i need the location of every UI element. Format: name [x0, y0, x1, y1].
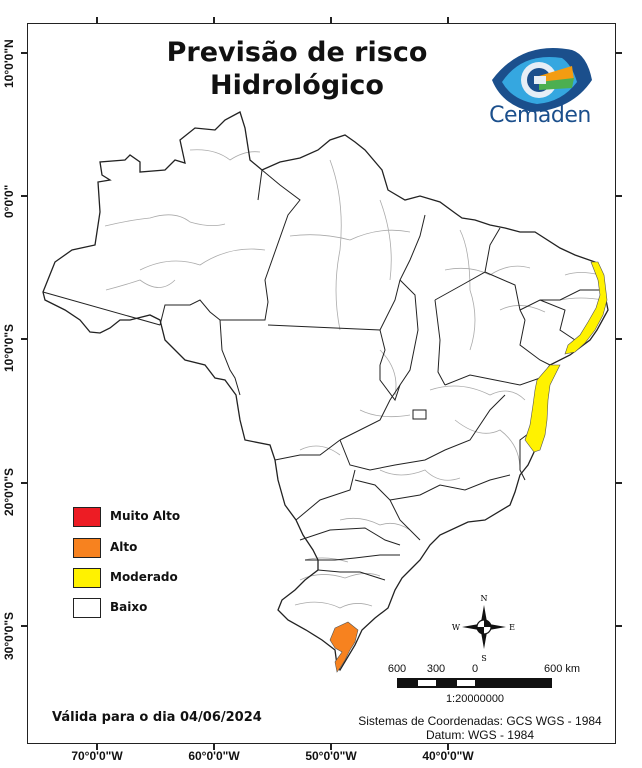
tick-right-0 — [616, 195, 622, 197]
tick-bottom-70w — [96, 744, 98, 750]
legend-swatch-muito-alto — [73, 507, 101, 527]
svg-text:S: S — [481, 654, 486, 663]
tick-right-30s — [616, 625, 622, 627]
tick-left-20s — [21, 482, 27, 484]
longitude-label-50w: 50°0'0"W — [305, 749, 357, 763]
scale-label-300: 300 — [426, 663, 446, 675]
tick-left-0 — [21, 195, 27, 197]
map-title: Previsão de risco Hidrológico — [0, 36, 594, 102]
title-line-1: Previsão de risco — [166, 37, 428, 68]
tick-left-30s — [21, 625, 27, 627]
longitude-label-40w: 40°0'0"W — [422, 749, 474, 763]
mesoregion-boundaries — [104, 149, 604, 609]
legend-swatch-baixo — [73, 598, 101, 618]
coordinate-system-line-1: Sistemas de Coordenadas: GCS WGS - 1984 — [358, 714, 602, 728]
coordinate-system-line-2: Datum: WGS - 1984 — [425, 728, 535, 742]
tick-bottom-60w — [213, 744, 215, 750]
risk-area-moderado-ne-coast — [564, 261, 608, 355]
tick-right-20s — [616, 482, 622, 484]
legend-swatch-alto — [73, 538, 101, 558]
scale-label-600-km: 600 km — [543, 663, 581, 675]
svg-text:W: W — [452, 623, 461, 632]
north-arrow-icon: N S W E — [452, 594, 515, 663]
scale-label-600-left: 600 — [387, 663, 407, 675]
risk-area-alto-rio-grande-do-sul — [329, 621, 359, 673]
legend-label: Baixo — [110, 600, 148, 614]
coordinate-system: Sistemas de Coordenadas: GCS WGS - 1984 … — [350, 714, 610, 742]
legend-label: Alto — [110, 540, 138, 554]
tick-top-60w — [213, 17, 215, 23]
legend-label: Muito Alto — [110, 509, 181, 523]
tick-top-70w — [96, 17, 98, 23]
tick-left-10s — [21, 338, 27, 340]
longitude-label-60w: 60°0'0"W — [188, 749, 240, 763]
svg-text:N: N — [481, 594, 488, 603]
tick-right-10n — [616, 52, 622, 54]
tick-bottom-50w — [330, 744, 332, 750]
scale-label-0: 0 — [471, 663, 479, 675]
risk-area-moderado-bahia-coast — [524, 364, 561, 453]
tick-top-50w — [330, 17, 332, 23]
cemaden-logo-text: Cemaden — [489, 103, 591, 128]
tick-left-10n — [21, 52, 27, 54]
title-line-2: Hidrológico — [210, 70, 384, 101]
state-boundaries — [42, 169, 600, 581]
cemaden-eye-logo-icon — [492, 48, 592, 112]
scale-bar — [397, 678, 552, 688]
legend-label: Moderado — [110, 570, 178, 584]
legend-swatch-moderado — [73, 568, 101, 588]
tick-bottom-40w — [447, 744, 449, 750]
svg-text:E: E — [509, 623, 515, 632]
valid-date: Válida para o dia 04/06/2024 — [52, 710, 262, 725]
map-frame — [27, 23, 616, 744]
scale-ratio: 1:20000000 — [445, 693, 505, 705]
tick-top-40w — [447, 17, 449, 23]
tick-right-10s — [616, 338, 622, 340]
longitude-label-70w: 70°0'0"W — [71, 749, 123, 763]
brazil-outline — [42, 111, 609, 672]
distrito-federal — [412, 409, 427, 420]
